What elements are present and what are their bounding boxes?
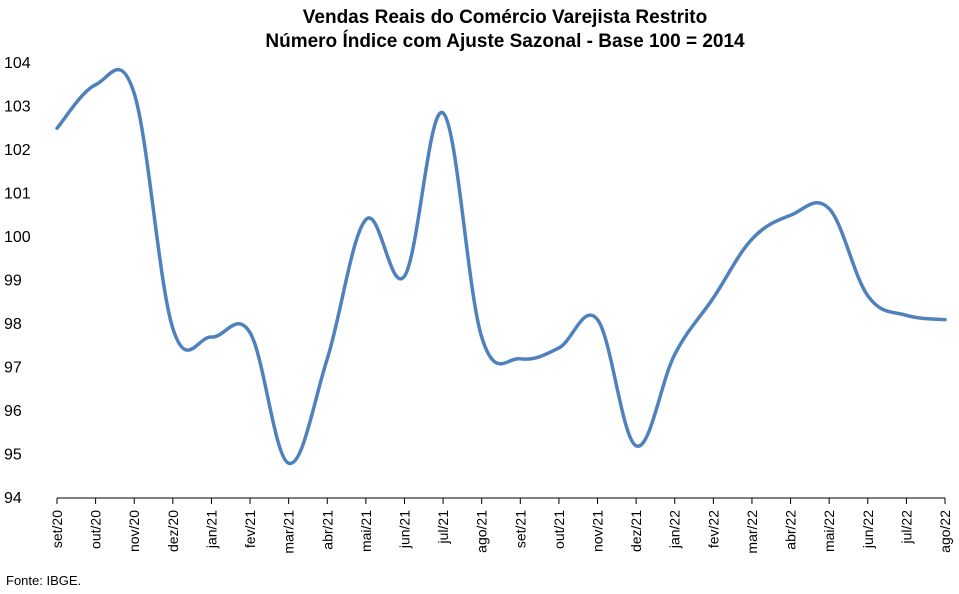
x-tick-label: set/20: [49, 510, 65, 548]
x-tick-label: mai/21: [358, 510, 374, 552]
x-tick-label: abr/21: [319, 510, 335, 550]
series-group: [55, 67, 947, 465]
x-tick-label: ago/21: [474, 510, 490, 553]
y-tick-label: 102: [4, 142, 31, 159]
y-tick-label: 96: [4, 403, 22, 420]
y-tick-label: 104: [4, 55, 31, 72]
series-line: [55, 67, 947, 465]
x-tick-label: jan/22: [667, 510, 683, 549]
x-tick-label: jul/21: [435, 510, 451, 545]
x-axis: set/20 out/20 nov/20 dez/20 jan/21 fev/21 mar/…: [49, 497, 953, 554]
chart-title-block: Vendas Reais do Comércio Varejista Restr…: [0, 6, 959, 54]
x-tick-label: out/20: [88, 510, 104, 549]
y-tick-label: 98: [4, 316, 22, 333]
y-tick-label: 100: [4, 229, 31, 246]
y-tick-label: 101: [4, 186, 31, 203]
x-tick-label: abr/22: [783, 510, 799, 550]
x-tick-label: mai/22: [821, 510, 837, 552]
x-tick-label: out/21: [551, 510, 567, 549]
x-tick-label: jul/22: [898, 510, 914, 545]
y-tick-label: 103: [4, 99, 31, 116]
x-tick-label: jun/21: [396, 510, 412, 549]
chart-title: Vendas Reais do Comércio Varejista Restr…: [302, 7, 708, 28]
y-tick-label: 94: [4, 490, 22, 507]
x-tick-label: jun/22: [860, 510, 876, 549]
x-tick-label: mar/21: [281, 510, 297, 554]
x-tick-label: dez/20: [165, 510, 181, 552]
x-tick-label: nov/20: [126, 510, 142, 552]
y-axis: 94 95 96 97 98 99 100 101 102 103 104: [4, 55, 31, 507]
source-note: Fonte: IBGE.: [6, 573, 82, 588]
x-tick-label: dez/21: [628, 510, 644, 552]
x-tick-label: set/21: [512, 510, 528, 548]
chart-subtitle: Número Índice com Ajuste Sazonal - Base …: [265, 31, 745, 52]
y-tick-label: 97: [4, 360, 22, 377]
x-tick-label: ago/22: [937, 510, 953, 553]
x-tick-label: jan/21: [203, 510, 219, 549]
x-tick-label: fev/22: [705, 510, 721, 548]
x-tick-label: nov/21: [590, 510, 606, 552]
x-tick-label: mar/22: [744, 510, 760, 554]
y-tick-label: 99: [4, 273, 22, 290]
x-tick-label: fev/21: [242, 510, 258, 548]
y-tick-label: 95: [4, 447, 22, 464]
